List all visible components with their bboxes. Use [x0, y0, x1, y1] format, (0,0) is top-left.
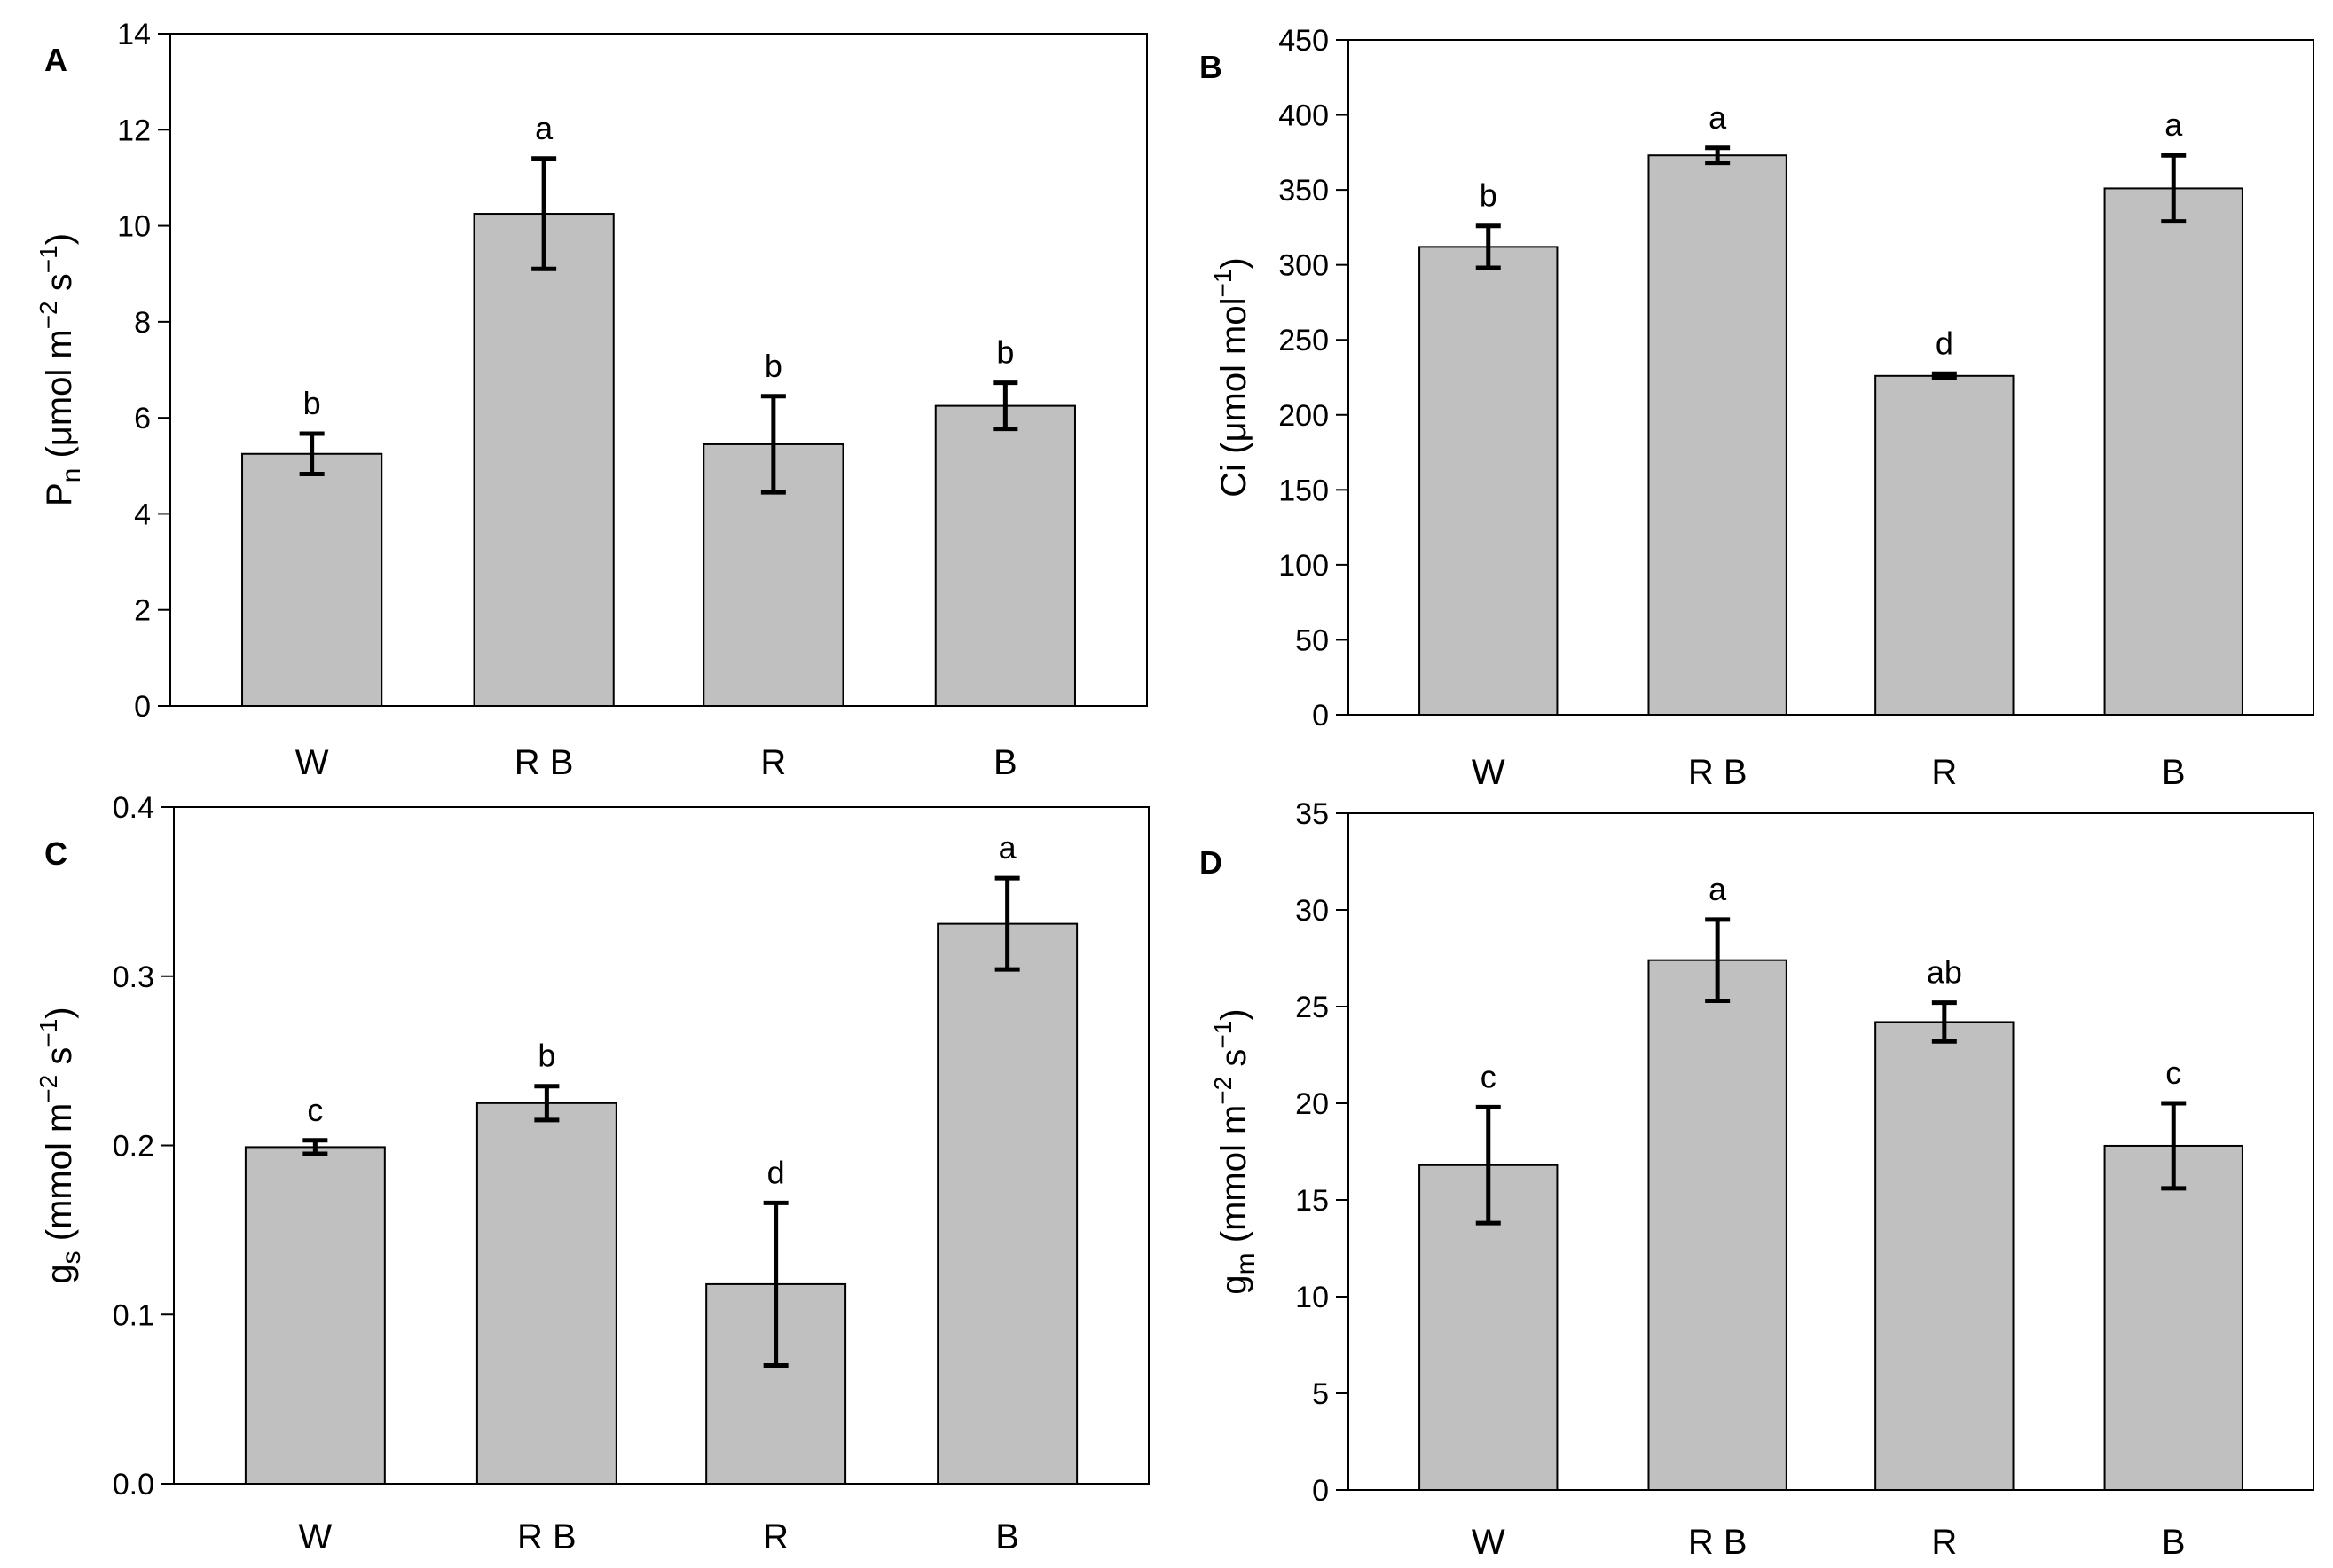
bar — [2103, 187, 2243, 717]
bar — [475, 1102, 617, 1485]
bar — [1418, 246, 1559, 716]
significance-letter: a — [1709, 99, 1727, 136]
y-tick-label: 0.1 — [113, 1298, 154, 1332]
y-tick-label: 0.4 — [113, 791, 154, 825]
y-tick-label: 450 — [1278, 24, 1329, 58]
y-tick-label: 50 — [1295, 623, 1329, 657]
bar — [241, 452, 383, 707]
y-tick-label: 0.3 — [113, 960, 154, 994]
category-label: W — [295, 743, 329, 782]
y-axis-title: Ci (μmol mol−1) — [1209, 257, 1253, 498]
category-label: B — [2162, 753, 2186, 792]
y-tick-label: 20 — [1295, 1087, 1329, 1121]
y-tick-label: 12 — [117, 114, 151, 147]
panel-letter: D — [1199, 844, 1222, 881]
significance-letter: b — [996, 334, 1014, 371]
plot-frame — [1347, 39, 2314, 716]
y-tick-label: 0 — [1312, 699, 1329, 733]
y-tick-label: 2 — [134, 594, 151, 628]
panel-letter: B — [1199, 49, 1222, 85]
category-label: R B — [517, 1517, 577, 1556]
panel-letter: A — [44, 42, 67, 78]
significance-letter: b — [1480, 177, 1497, 214]
y-tick-label: 30 — [1295, 894, 1329, 928]
category-label: B — [2162, 1523, 2186, 1562]
bar — [2103, 1144, 2243, 1491]
significance-letter: c — [307, 1092, 323, 1128]
y-tick-label: 150 — [1278, 474, 1329, 507]
significance-letter: d — [1936, 325, 1953, 361]
y-tick-label: 25 — [1295, 991, 1329, 1024]
y-axis-title: gs (mmol m−2 s−1) — [35, 1007, 86, 1283]
y-tick-label: 0.2 — [113, 1130, 154, 1164]
y-tick-label: 0 — [1312, 1474, 1329, 1508]
category-label: R — [1931, 753, 1957, 792]
panel-b: B 0 50 100 150 200 250 300 350 400 450 b Wa R B d Ra B Ci… — [1199, 24, 2314, 792]
category-label: R — [1931, 1523, 1957, 1562]
panel-a: A 0 2 4 6 8 10 12 14 b Wa R B b Rb B Pn (μmol m−2 s−1) — [35, 18, 1148, 782]
bar — [934, 404, 1076, 707]
plot-frame — [169, 33, 1148, 707]
bar — [1874, 374, 2015, 716]
significance-letter: b — [538, 1038, 555, 1074]
significance-letter: a — [999, 829, 1017, 866]
y-tick-label: 250 — [1278, 324, 1329, 357]
bar — [244, 1146, 386, 1485]
bar — [1647, 154, 1787, 716]
significance-letter: b — [303, 385, 321, 421]
panel-letter: C — [44, 835, 67, 872]
category-label: B — [995, 1517, 1019, 1556]
bar — [473, 213, 615, 708]
bar — [937, 922, 1079, 1486]
y-tick-label: 300 — [1278, 249, 1329, 283]
category-label: W — [1472, 753, 1505, 792]
y-tick-label: 100 — [1278, 549, 1329, 583]
category-label: R — [763, 1517, 789, 1556]
significance-letter: d — [767, 1154, 785, 1190]
significance-letter: c — [2165, 1054, 2181, 1091]
significance-letter: c — [1481, 1058, 1496, 1094]
y-tick-label: 10 — [117, 210, 151, 244]
y-tick-label: 350 — [1278, 174, 1329, 208]
significance-letter: ab — [1927, 954, 1962, 991]
y-tick-label: 6 — [134, 402, 151, 435]
y-axis-title: Pn (μmol m−2 s−1) — [35, 233, 86, 506]
y-tick-label: 8 — [134, 306, 151, 340]
category-label: R — [760, 743, 786, 782]
significance-letter: a — [535, 110, 554, 146]
significance-letter: a — [2164, 106, 2183, 143]
category-label: B — [994, 743, 1017, 782]
bar — [1874, 1021, 2015, 1491]
y-tick-label: 14 — [117, 18, 151, 51]
y-tick-label: 400 — [1278, 99, 1329, 133]
y-tick-label: 35 — [1295, 797, 1329, 831]
y-axis-title: gm (mmol m−2 s−1) — [1209, 1008, 1261, 1294]
panel-d: D 0 5 10 15 20 25 30 35 c Wa R B ab Rc Bgm (mmol m−2 s… — [1199, 797, 2314, 1562]
y-tick-label: 10 — [1295, 1281, 1329, 1314]
category-label: W — [1472, 1523, 1505, 1562]
y-tick-label: 0.0 — [113, 1468, 154, 1501]
y-tick-label: 5 — [1312, 1377, 1329, 1411]
significance-letter: b — [765, 348, 782, 384]
category-label: R B — [515, 743, 574, 782]
significance-letter: a — [1709, 871, 1727, 907]
y-tick-label: 200 — [1278, 399, 1329, 433]
category-label: W — [298, 1517, 332, 1556]
y-tick-label: 0 — [134, 690, 151, 724]
category-label: R B — [1688, 1523, 1748, 1562]
y-tick-label: 4 — [134, 498, 151, 531]
bar — [1647, 959, 1787, 1492]
y-tick-label: 15 — [1295, 1184, 1329, 1218]
panel-c: C 0.0 0.1 0.2 0.3 0.4 c Wb R B d Ra Bgs (mmol m−2 s… — [35, 791, 1150, 1556]
category-label: R B — [1688, 753, 1748, 792]
plot-frame — [1347, 812, 2314, 1491]
